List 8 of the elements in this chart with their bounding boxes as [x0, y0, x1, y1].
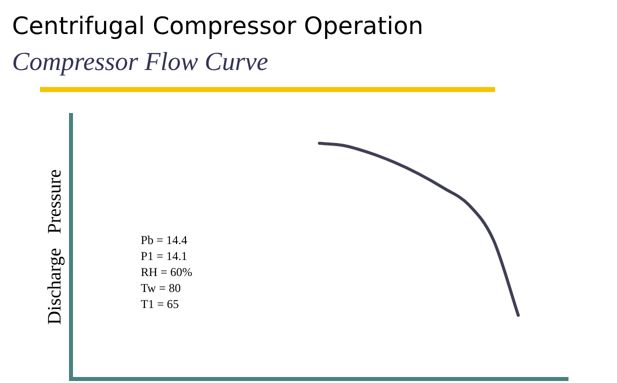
- annotation: RH = 60%: [140, 265, 192, 280]
- annotation: Tw = 80: [140, 281, 181, 296]
- annotation: Pb = 14.4: [140, 233, 188, 248]
- y-axis-title: Discharge Pressure: [44, 169, 66, 325]
- chart-subtitle: Compressor Flow Curve: [12, 47, 268, 77]
- chart-title: Centrifugal Compressor Operation: [12, 12, 424, 40]
- annotation: P1 = 14.1: [140, 249, 188, 264]
- annotation: T1 = 65: [140, 297, 179, 312]
